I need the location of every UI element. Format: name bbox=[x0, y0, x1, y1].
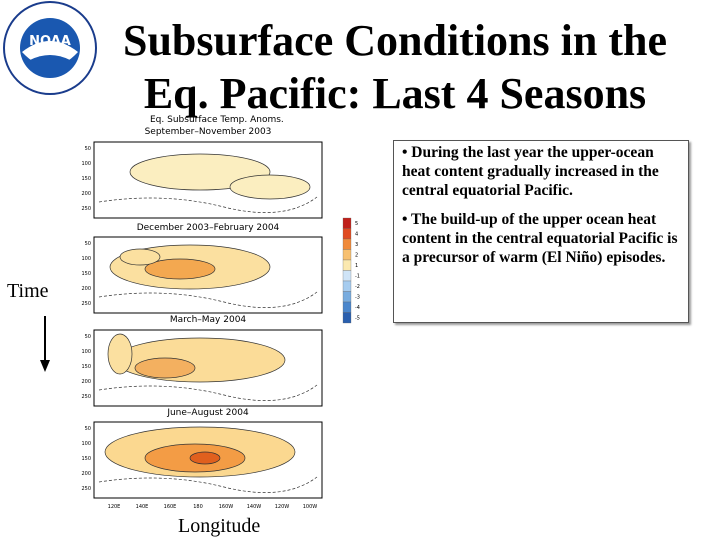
depth-label: 100 bbox=[81, 256, 91, 262]
longitude-tick: 160W bbox=[219, 504, 234, 510]
depth-label: 250 bbox=[81, 206, 91, 212]
panel-title: December 2003–February 2004 bbox=[137, 223, 280, 233]
depth-label: 150 bbox=[81, 364, 91, 370]
depth-label: 200 bbox=[81, 471, 91, 477]
colorbar-label: 1 bbox=[355, 263, 358, 269]
title-line: Subsurface Conditions in the bbox=[123, 16, 667, 65]
colorbar-label: -2 bbox=[355, 284, 360, 290]
anomaly-region bbox=[114, 337, 286, 383]
anomaly-region bbox=[144, 258, 216, 280]
anomaly-region bbox=[119, 248, 161, 266]
contour-map bbox=[93, 421, 323, 499]
depth-label: 50 bbox=[85, 146, 91, 152]
colorbar-label: -1 bbox=[355, 274, 360, 280]
depth-label: 100 bbox=[81, 441, 91, 447]
depth-label: 200 bbox=[81, 286, 91, 292]
colorbar-label: 4 bbox=[355, 232, 358, 238]
longitude-tick: 120E bbox=[108, 504, 121, 510]
longitude-label: Longitude bbox=[178, 515, 260, 537]
contour-line bbox=[98, 384, 318, 401]
colorbar-cell bbox=[342, 291, 352, 303]
depth-label: 250 bbox=[81, 394, 91, 400]
figure-caption: Eq. Subsurface Temp. Anoms. bbox=[150, 115, 284, 125]
bullet: • During the last year the upper-ocean h… bbox=[402, 144, 659, 199]
anomaly-region bbox=[134, 357, 196, 379]
time-arrow bbox=[40, 316, 50, 372]
colorbar-cell bbox=[342, 312, 352, 324]
colorbar-cell bbox=[342, 228, 352, 240]
depth-label: 100 bbox=[81, 349, 91, 355]
colorbar-label: -3 bbox=[355, 295, 360, 301]
colorbar-label: -5 bbox=[355, 316, 360, 322]
title-line: Eq. Pacific: Last 4 Seasons bbox=[144, 69, 646, 118]
time-label: Time bbox=[7, 280, 49, 302]
panel-title: March–May 2004 bbox=[170, 315, 247, 325]
longitude-tick: 180 bbox=[193, 504, 203, 510]
colorbar-cell bbox=[342, 301, 352, 313]
depth-label: 50 bbox=[85, 426, 91, 432]
panel-title: September–November 2003 bbox=[145, 127, 272, 137]
contour-line bbox=[98, 291, 318, 308]
colorbar-label: 3 bbox=[355, 242, 358, 248]
longitude-tick: 100W bbox=[303, 504, 318, 510]
longitude-tick: 140W bbox=[247, 504, 262, 510]
depth-label: 50 bbox=[85, 241, 91, 247]
longitude-tick: 120W bbox=[275, 504, 290, 510]
depth-label: 200 bbox=[81, 191, 91, 197]
colorbar-cell bbox=[342, 249, 352, 261]
colorbar-label: -4 bbox=[355, 305, 360, 311]
depth-label: 200 bbox=[81, 379, 91, 385]
contour-line bbox=[98, 476, 318, 493]
depth-label: 150 bbox=[81, 176, 91, 182]
longitude-tick: 140E bbox=[136, 504, 149, 510]
depth-label: 250 bbox=[81, 486, 91, 492]
depth-label: 150 bbox=[81, 271, 91, 277]
colorbar-cell bbox=[342, 238, 352, 250]
bullet: • The build-up of the upper ocean heat c… bbox=[402, 211, 678, 266]
logo-text: NOAA bbox=[29, 34, 71, 49]
contour-map bbox=[93, 141, 323, 219]
colorbar-label: 2 bbox=[355, 253, 358, 259]
depth-label: 250 bbox=[81, 301, 91, 307]
contour-line bbox=[98, 196, 318, 213]
contour-map bbox=[93, 236, 323, 314]
contour-map bbox=[93, 329, 323, 407]
colorbar-cell bbox=[342, 259, 352, 271]
colorbar-cell bbox=[342, 270, 352, 282]
anomaly-region bbox=[189, 451, 221, 465]
anomaly-region bbox=[107, 333, 133, 375]
colorbar-label: 5 bbox=[355, 221, 358, 227]
depth-label: 150 bbox=[81, 456, 91, 462]
panel-title: June–August 2004 bbox=[166, 408, 249, 418]
anomaly-region bbox=[229, 174, 311, 200]
colorbar-cell bbox=[342, 280, 352, 292]
longitude-tick: 160E bbox=[164, 504, 177, 510]
bullet-box: • During the last year the upper-ocean h… bbox=[393, 140, 689, 323]
depth-label: 100 bbox=[81, 161, 91, 167]
colorbar-cell bbox=[342, 217, 352, 229]
noaa-logo: NOAA bbox=[3, 1, 97, 95]
depth-label: 50 bbox=[85, 334, 91, 340]
